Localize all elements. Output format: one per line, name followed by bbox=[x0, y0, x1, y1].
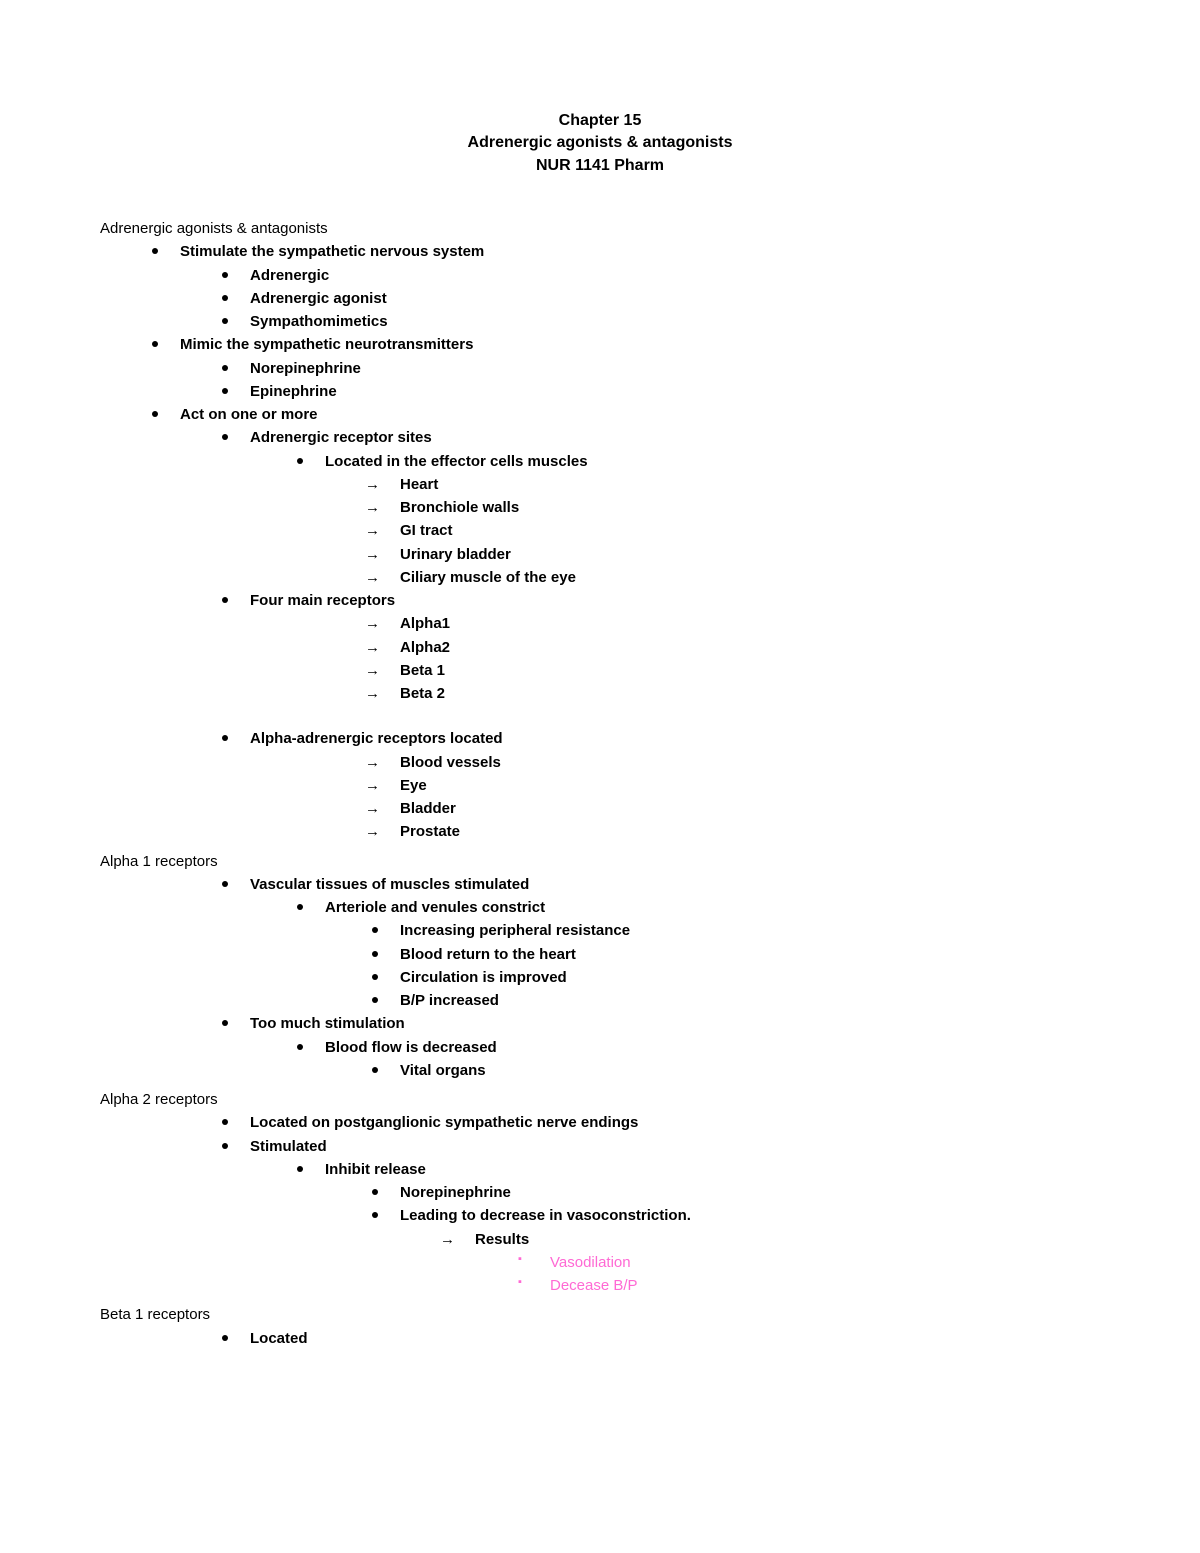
list-item: Ciliary muscle of the eye bbox=[100, 566, 1100, 589]
list-item: Located bbox=[100, 1327, 1100, 1350]
list-item: Sympathomimetics bbox=[100, 310, 1100, 333]
list-item: Beta 1 bbox=[100, 659, 1100, 682]
list-item: Urinary bladder bbox=[100, 543, 1100, 566]
section-title: Alpha 1 receptors bbox=[100, 850, 1100, 873]
list-item: Heart bbox=[100, 473, 1100, 496]
list-item: Circulation is improved bbox=[100, 966, 1100, 989]
list-item: Decease B/P bbox=[100, 1274, 1100, 1297]
list-item: Inhibit release bbox=[100, 1158, 1100, 1181]
list-item: Act on one or more bbox=[100, 403, 1100, 426]
list-item: Leading to decrease in vasoconstriction. bbox=[100, 1204, 1100, 1227]
list-item: Adrenergic bbox=[100, 264, 1100, 287]
outline-list: Stimulate the sympathetic nervous system… bbox=[100, 240, 1100, 843]
spacer bbox=[100, 705, 1100, 727]
list-item: Stimulate the sympathetic nervous system bbox=[100, 240, 1100, 263]
header-line-3: NUR 1141 Pharm bbox=[100, 155, 1100, 177]
outline-list: Located bbox=[100, 1327, 1100, 1350]
list-item: GI tract bbox=[100, 519, 1100, 542]
outline-list: Located on postganglionic sympathetic ne… bbox=[100, 1111, 1100, 1297]
list-item: Beta 2 bbox=[100, 682, 1100, 705]
list-item: Located in the effector cells muscles bbox=[100, 450, 1100, 473]
list-item: Norepinephrine bbox=[100, 1181, 1100, 1204]
document-header: Chapter 15 Adrenergic agonists & antagon… bbox=[100, 110, 1100, 177]
header-line-2: Adrenergic agonists & antagonists bbox=[100, 132, 1100, 154]
list-item: Norepinephrine bbox=[100, 357, 1100, 380]
list-item: Increasing peripheral resistance bbox=[100, 919, 1100, 942]
list-item: Alpha2 bbox=[100, 636, 1100, 659]
list-item: Blood vessels bbox=[100, 751, 1100, 774]
list-item: Mimic the sympathetic neurotransmitters bbox=[100, 333, 1100, 356]
list-item: Blood return to the heart bbox=[100, 943, 1100, 966]
section-title: Adrenergic agonists & antagonists bbox=[100, 217, 1100, 240]
outline-list: Vascular tissues of muscles stimulated A… bbox=[100, 873, 1100, 1082]
pink-text: Decease B/P bbox=[550, 1277, 638, 1294]
list-item: Prostate bbox=[100, 820, 1100, 843]
list-item: Stimulated bbox=[100, 1135, 1100, 1158]
list-item: Located on postganglionic sympathetic ne… bbox=[100, 1111, 1100, 1134]
list-item: Adrenergic receptor sites bbox=[100, 426, 1100, 449]
list-item: Bladder bbox=[100, 797, 1100, 820]
list-item: Alpha1 bbox=[100, 612, 1100, 635]
list-item: Blood flow is decreased bbox=[100, 1036, 1100, 1059]
header-line-1: Chapter 15 bbox=[100, 110, 1100, 132]
list-item: Vasodilation bbox=[100, 1251, 1100, 1274]
pink-text: Vasodilation bbox=[550, 1254, 631, 1271]
list-item: Vascular tissues of muscles stimulated bbox=[100, 873, 1100, 896]
list-item: B/P increased bbox=[100, 989, 1100, 1012]
list-item: Eye bbox=[100, 774, 1100, 797]
list-item: Epinephrine bbox=[100, 380, 1100, 403]
list-item: Bronchiole walls bbox=[100, 496, 1100, 519]
list-item: Alpha-adrenergic receptors located bbox=[100, 727, 1100, 750]
section-title: Alpha 2 receptors bbox=[100, 1088, 1100, 1111]
list-item: Too much stimulation bbox=[100, 1012, 1100, 1035]
section-title: Beta 1 receptors bbox=[100, 1303, 1100, 1326]
list-item: Arteriole and venules constrict bbox=[100, 896, 1100, 919]
list-item: Results bbox=[100, 1228, 1100, 1251]
list-item: Four main receptors bbox=[100, 589, 1100, 612]
document-body: Adrenergic agonists & antagonists Stimul… bbox=[100, 217, 1100, 1350]
list-item: Vital organs bbox=[100, 1059, 1100, 1082]
list-item: Adrenergic agonist bbox=[100, 287, 1100, 310]
